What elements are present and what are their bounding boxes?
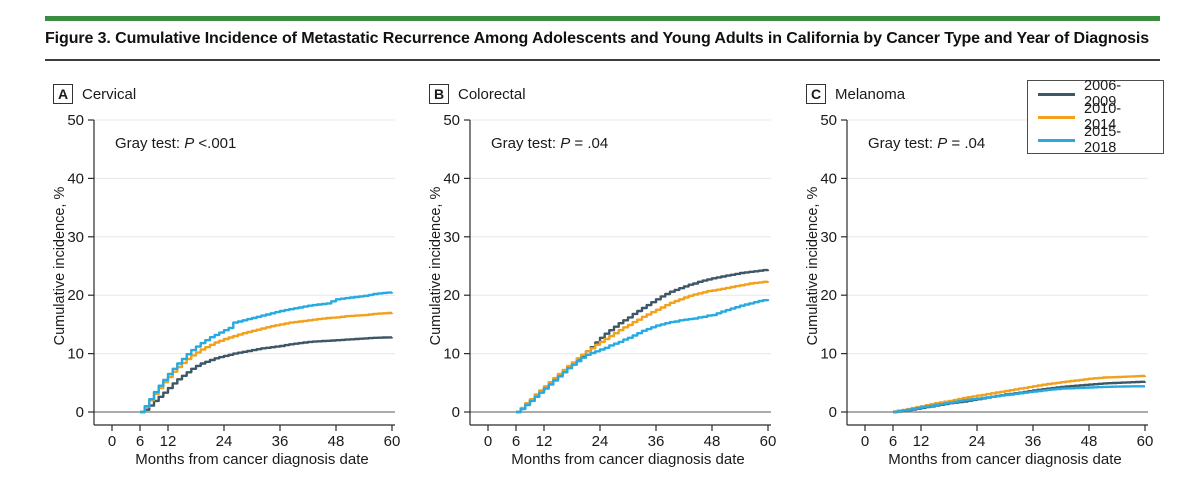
annotation-prefix: Gray test: (868, 135, 934, 152)
legend-label: 2006-2009 (1084, 78, 1122, 110)
svg-text:20: 20 (67, 287, 84, 304)
legend-label: 2015-2018 (1084, 124, 1122, 156)
panel-letter-badge: A (53, 84, 73, 104)
svg-text:6: 6 (512, 433, 520, 450)
legend-swatch (1038, 115, 1075, 119)
svg-text:0: 0 (484, 433, 492, 450)
svg-text:40: 40 (820, 170, 837, 187)
legend-item: 2010-2014 (1038, 101, 1153, 133)
chart-svg-host: 0 10 20 30 40 50 0 6 12 24 36 48 60 (798, 80, 1174, 485)
panel-title: Colorectal (458, 86, 526, 103)
y-axis-label: Cumulative incidence, % (428, 186, 444, 346)
svg-text:50: 50 (443, 112, 460, 129)
svg-text:24: 24 (969, 433, 986, 450)
legend-swatch (1038, 92, 1075, 96)
svg-text:0: 0 (452, 404, 460, 421)
annotation-stat: P (560, 135, 571, 152)
chart-panel: 0 10 20 30 40 50 0 6 12 24 36 48 60 B Colorectal Gra… (421, 80, 797, 485)
chart-panel: 0 10 20 30 40 50 0 6 12 24 36 48 60 C Melanoma Gray … (798, 80, 1174, 485)
svg-text:0: 0 (76, 404, 84, 421)
annotation-prefix: Gray test: (491, 135, 557, 152)
y-axis-label: Cumulative incidence, % (52, 186, 68, 346)
svg-text:20: 20 (820, 287, 837, 304)
svg-text:10: 10 (67, 346, 84, 363)
svg-text:48: 48 (328, 433, 345, 450)
legend-item: 2015-2018 (1038, 124, 1153, 156)
svg-text:48: 48 (704, 433, 721, 450)
panel-title: Cervical (82, 86, 137, 103)
svg-text:36: 36 (272, 433, 289, 450)
y-axis-label: Cumulative incidence, % (805, 186, 821, 346)
svg-text:0: 0 (829, 404, 837, 421)
svg-text:6: 6 (889, 433, 897, 450)
x-axis-label: Months from cancer diagnosis date (888, 451, 1122, 468)
figure-title: Figure 3. Cumulative Incidence of Metast… (45, 30, 1150, 47)
svg-text:30: 30 (443, 229, 460, 246)
svg-text:50: 50 (820, 112, 837, 129)
svg-text:6: 6 (136, 433, 144, 450)
svg-text:0: 0 (108, 433, 116, 450)
annotation-prefix: Gray test: (115, 135, 181, 152)
svg-text:48: 48 (1081, 433, 1098, 450)
svg-text:40: 40 (443, 170, 460, 187)
legend: 2006-2009 2010-2014 2015-2018 (1027, 78, 1164, 156)
header-accent-bar (45, 16, 1160, 21)
svg-text:10: 10 (820, 346, 837, 363)
x-axis-label: Months from cancer diagnosis date (511, 451, 745, 468)
svg-text:12: 12 (160, 433, 177, 450)
annotation-value: <.001 (198, 135, 237, 152)
svg-text:40: 40 (67, 170, 84, 187)
chart-svg: 0 10 20 30 40 50 0 6 12 24 36 48 60 (67, 112, 401, 450)
legend-swatch (1038, 138, 1075, 142)
svg-text:36: 36 (1025, 433, 1042, 450)
panel-letter-badge: C (806, 84, 826, 104)
svg-text:36: 36 (648, 433, 665, 450)
annotation-value: = .04 (574, 135, 609, 152)
chart-svg: 0 10 20 30 40 50 0 6 12 24 36 48 60 (443, 112, 777, 450)
legend-item: 2006-2009 (1038, 78, 1153, 110)
svg-text:24: 24 (592, 433, 609, 450)
svg-text:12: 12 (536, 433, 553, 450)
gray-test-annotation: Gray test: P = .04 (491, 135, 608, 152)
svg-text:30: 30 (67, 229, 84, 246)
svg-text:10: 10 (443, 346, 460, 363)
chart-svg: 0 10 20 30 40 50 0 6 12 24 36 48 60 (820, 112, 1154, 450)
legend-label: 2010-2014 (1084, 101, 1122, 133)
svg-text:0: 0 (861, 433, 869, 450)
svg-text:20: 20 (443, 287, 460, 304)
svg-text:60: 60 (384, 433, 401, 450)
svg-text:12: 12 (913, 433, 930, 450)
annotation-stat: P (184, 135, 195, 152)
chart-svg-host: 0 10 20 30 40 50 0 6 12 24 36 48 60 (45, 80, 421, 485)
x-axis-label: Months from cancer diagnosis date (135, 451, 369, 468)
panel-letter-badge: B (429, 84, 449, 104)
svg-text:60: 60 (1137, 433, 1154, 450)
svg-text:50: 50 (67, 112, 84, 129)
panel-title: Melanoma (835, 86, 906, 103)
gray-test-annotation: Gray test: P <.001 (115, 135, 236, 152)
svg-text:60: 60 (760, 433, 777, 450)
chart-svg-host: 0 10 20 30 40 50 0 6 12 24 36 48 60 (421, 80, 797, 485)
chart-panel: 0 10 20 30 40 50 0 6 12 24 36 48 60 A Cervical Gray … (45, 80, 421, 485)
gray-test-annotation: Gray test: P = .04 (868, 135, 985, 152)
svg-text:24: 24 (216, 433, 233, 450)
annotation-stat: P (937, 135, 948, 152)
annotation-value: = .04 (951, 135, 986, 152)
svg-text:30: 30 (820, 229, 837, 246)
title-divider (45, 59, 1160, 61)
